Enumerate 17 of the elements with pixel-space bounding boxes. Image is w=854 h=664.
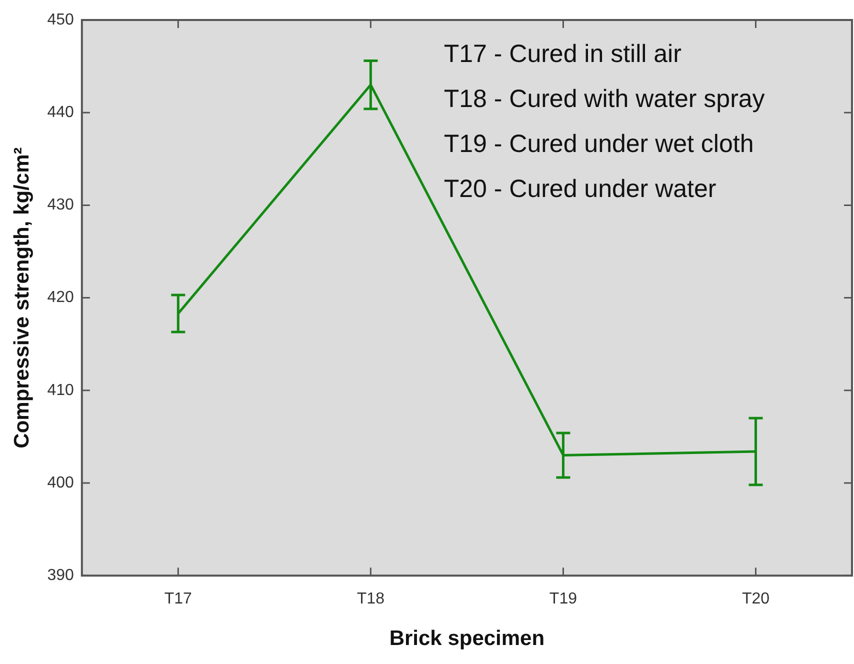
annotation: T18 - Cured with water spray [444, 84, 766, 113]
x-tick-label: T17 [164, 590, 192, 608]
y-tick-label: 430 [47, 196, 74, 214]
y-tick-label: 410 [47, 382, 74, 399]
y-tick-label: 420 [47, 289, 74, 306]
y-axis-title: Compressive strength, kg/cm² [10, 147, 34, 448]
annotation: T20 - Cured under water [444, 174, 716, 203]
x-tick-label: T20 [742, 590, 770, 608]
annotation: T19 - Cured under wet cloth [444, 130, 754, 158]
y-tick-label: 440 [47, 104, 74, 122]
x-axis-title: Brick specimen [389, 627, 545, 650]
x-tick-label: T18 [356, 590, 385, 608]
y-tick-label: 450 [47, 11, 74, 28]
y-tick-label: 400 [47, 474, 74, 492]
annotation: T17 - Cured in still air [444, 40, 682, 68]
y-tick-label: 390 [47, 567, 74, 584]
x-tick-label: T19 [549, 590, 578, 608]
